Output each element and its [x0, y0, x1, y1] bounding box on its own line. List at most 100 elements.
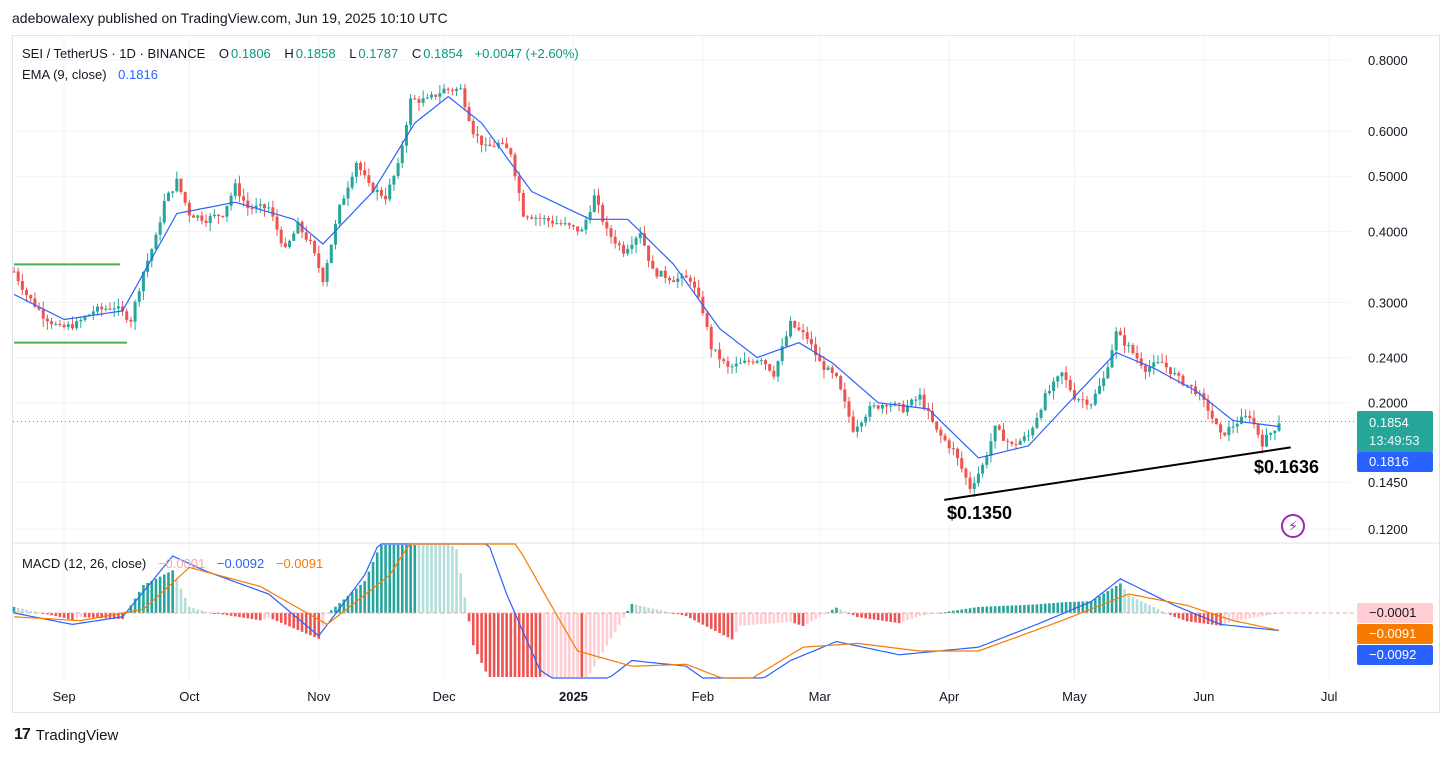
- candle-body: [1093, 393, 1097, 405]
- macd-hist-bar: [1085, 601, 1089, 613]
- candle-body: [605, 221, 609, 229]
- candle-body: [459, 88, 463, 90]
- candle-body: [784, 336, 788, 347]
- macd-hist-bar: [747, 613, 751, 626]
- macd-hist-bar: [1169, 613, 1172, 615]
- candle-body: [1006, 440, 1010, 442]
- macd-hist-bar: [743, 613, 746, 626]
- candle-body: [150, 249, 154, 261]
- chart-frame: [12, 35, 1440, 713]
- macd-hist-bar: [133, 598, 137, 613]
- macd-hist-bar: [922, 613, 926, 616]
- macd-hist-bar: [1248, 613, 1252, 619]
- candle-body: [951, 448, 955, 450]
- macd-hist-bar: [342, 599, 346, 613]
- candle-body: [367, 175, 371, 183]
- macd-hist-bar: [1089, 601, 1093, 613]
- candle-body: [759, 360, 763, 362]
- price-tick-label: 0.2000: [1368, 396, 1408, 411]
- candle-body: [743, 360, 747, 363]
- candle-body: [630, 244, 634, 249]
- macd-legend[interactable]: MACD (12, 26, close) −0.0001 −0.0092 −0.…: [22, 556, 325, 571]
- candle-body: [1173, 373, 1177, 375]
- macd-hist-bar: [1173, 613, 1176, 617]
- macd-hist-bar: [459, 573, 463, 613]
- candle-body: [1177, 373, 1181, 376]
- macd-hist-bar: [1131, 597, 1135, 613]
- macd-hist-bar: [751, 613, 755, 625]
- macd-hist-bar: [1185, 613, 1189, 622]
- symbol-title[interactable]: SEI / TetherUS · 1D · BINANCE: [22, 46, 206, 61]
- macd-hist-bar: [960, 609, 964, 613]
- candle-body: [129, 319, 133, 322]
- candle-body: [910, 399, 914, 406]
- macd-hist-bar: [534, 613, 538, 677]
- macd-hist-bar: [476, 613, 479, 655]
- candle-body: [526, 216, 530, 218]
- candle-body: [100, 306, 104, 310]
- candle-body: [1018, 440, 1022, 445]
- trendline: [944, 446, 1291, 501]
- macd-hist-bar: [689, 613, 692, 619]
- candle-body: [488, 144, 492, 147]
- candle-body: [609, 228, 613, 237]
- macd-label[interactable]: MACD (12, 26, close): [22, 556, 147, 571]
- flash-icon[interactable]: ⚡: [1281, 514, 1305, 538]
- candle-body: [20, 281, 24, 290]
- candle-body: [359, 162, 363, 171]
- candle-body: [313, 241, 317, 254]
- candle-body: [1039, 409, 1043, 418]
- macd-hist-bar: [455, 549, 458, 613]
- macd-hist-bar: [1119, 583, 1122, 613]
- macd-hist-bar: [497, 613, 500, 677]
- macd-hist-bar: [371, 562, 375, 613]
- macd-hist-bar: [1256, 613, 1260, 617]
- candle-body: [814, 344, 818, 356]
- macd-hist-bar: [547, 613, 550, 677]
- close-value: 0.1854: [423, 46, 463, 61]
- macd-hist-bar: [317, 613, 321, 639]
- macd-hist-bar: [860, 613, 863, 618]
- candle-body: [521, 192, 525, 217]
- candle-body: [1239, 416, 1243, 424]
- candle-body: [417, 99, 421, 103]
- macd-hist-bar: [213, 613, 216, 614]
- candle-body: [563, 223, 567, 225]
- candle-body: [225, 205, 229, 217]
- candle-body: [154, 234, 158, 250]
- ema-legend[interactable]: EMA (9, close) 0.1816: [22, 67, 160, 82]
- macd-hist-bar: [50, 613, 53, 616]
- candle-body: [242, 196, 246, 201]
- macd-hist-bar: [192, 608, 195, 613]
- macd-hist-bar: [392, 545, 396, 613]
- ema-label[interactable]: EMA (9, close): [22, 67, 107, 82]
- candle-body: [1047, 391, 1051, 394]
- macd-hist-bar: [434, 545, 437, 613]
- candle-body: [567, 223, 571, 226]
- macd-hist-bar: [593, 613, 596, 667]
- candle-body: [321, 267, 325, 283]
- footer[interactable]: 17 TradingView: [14, 726, 118, 744]
- candle-body: [91, 311, 95, 315]
- candle-body: [989, 441, 993, 456]
- macd-hist-bar: [175, 579, 179, 613]
- candle-body: [283, 243, 287, 248]
- candle-body: [1027, 435, 1031, 437]
- macd-hist-bar: [714, 613, 717, 631]
- macd-hist-bar: [292, 613, 296, 629]
- macd-hist-bar: [580, 613, 584, 677]
- candle-body: [304, 232, 308, 240]
- candle-body: [33, 298, 37, 307]
- tradingview-logo-icon: 17: [14, 726, 31, 743]
- high-value: 0.1858: [295, 46, 336, 61]
- macd-hist-bar: [380, 545, 383, 613]
- macd-hist-bar: [801, 613, 805, 627]
- macd-hist-bar: [488, 613, 492, 677]
- macd-hist-bar: [1144, 603, 1147, 613]
- macd-hist-bar: [1039, 604, 1043, 613]
- candle-body: [396, 163, 400, 176]
- candle-body: [413, 98, 417, 100]
- macd-hist-bar: [263, 613, 266, 619]
